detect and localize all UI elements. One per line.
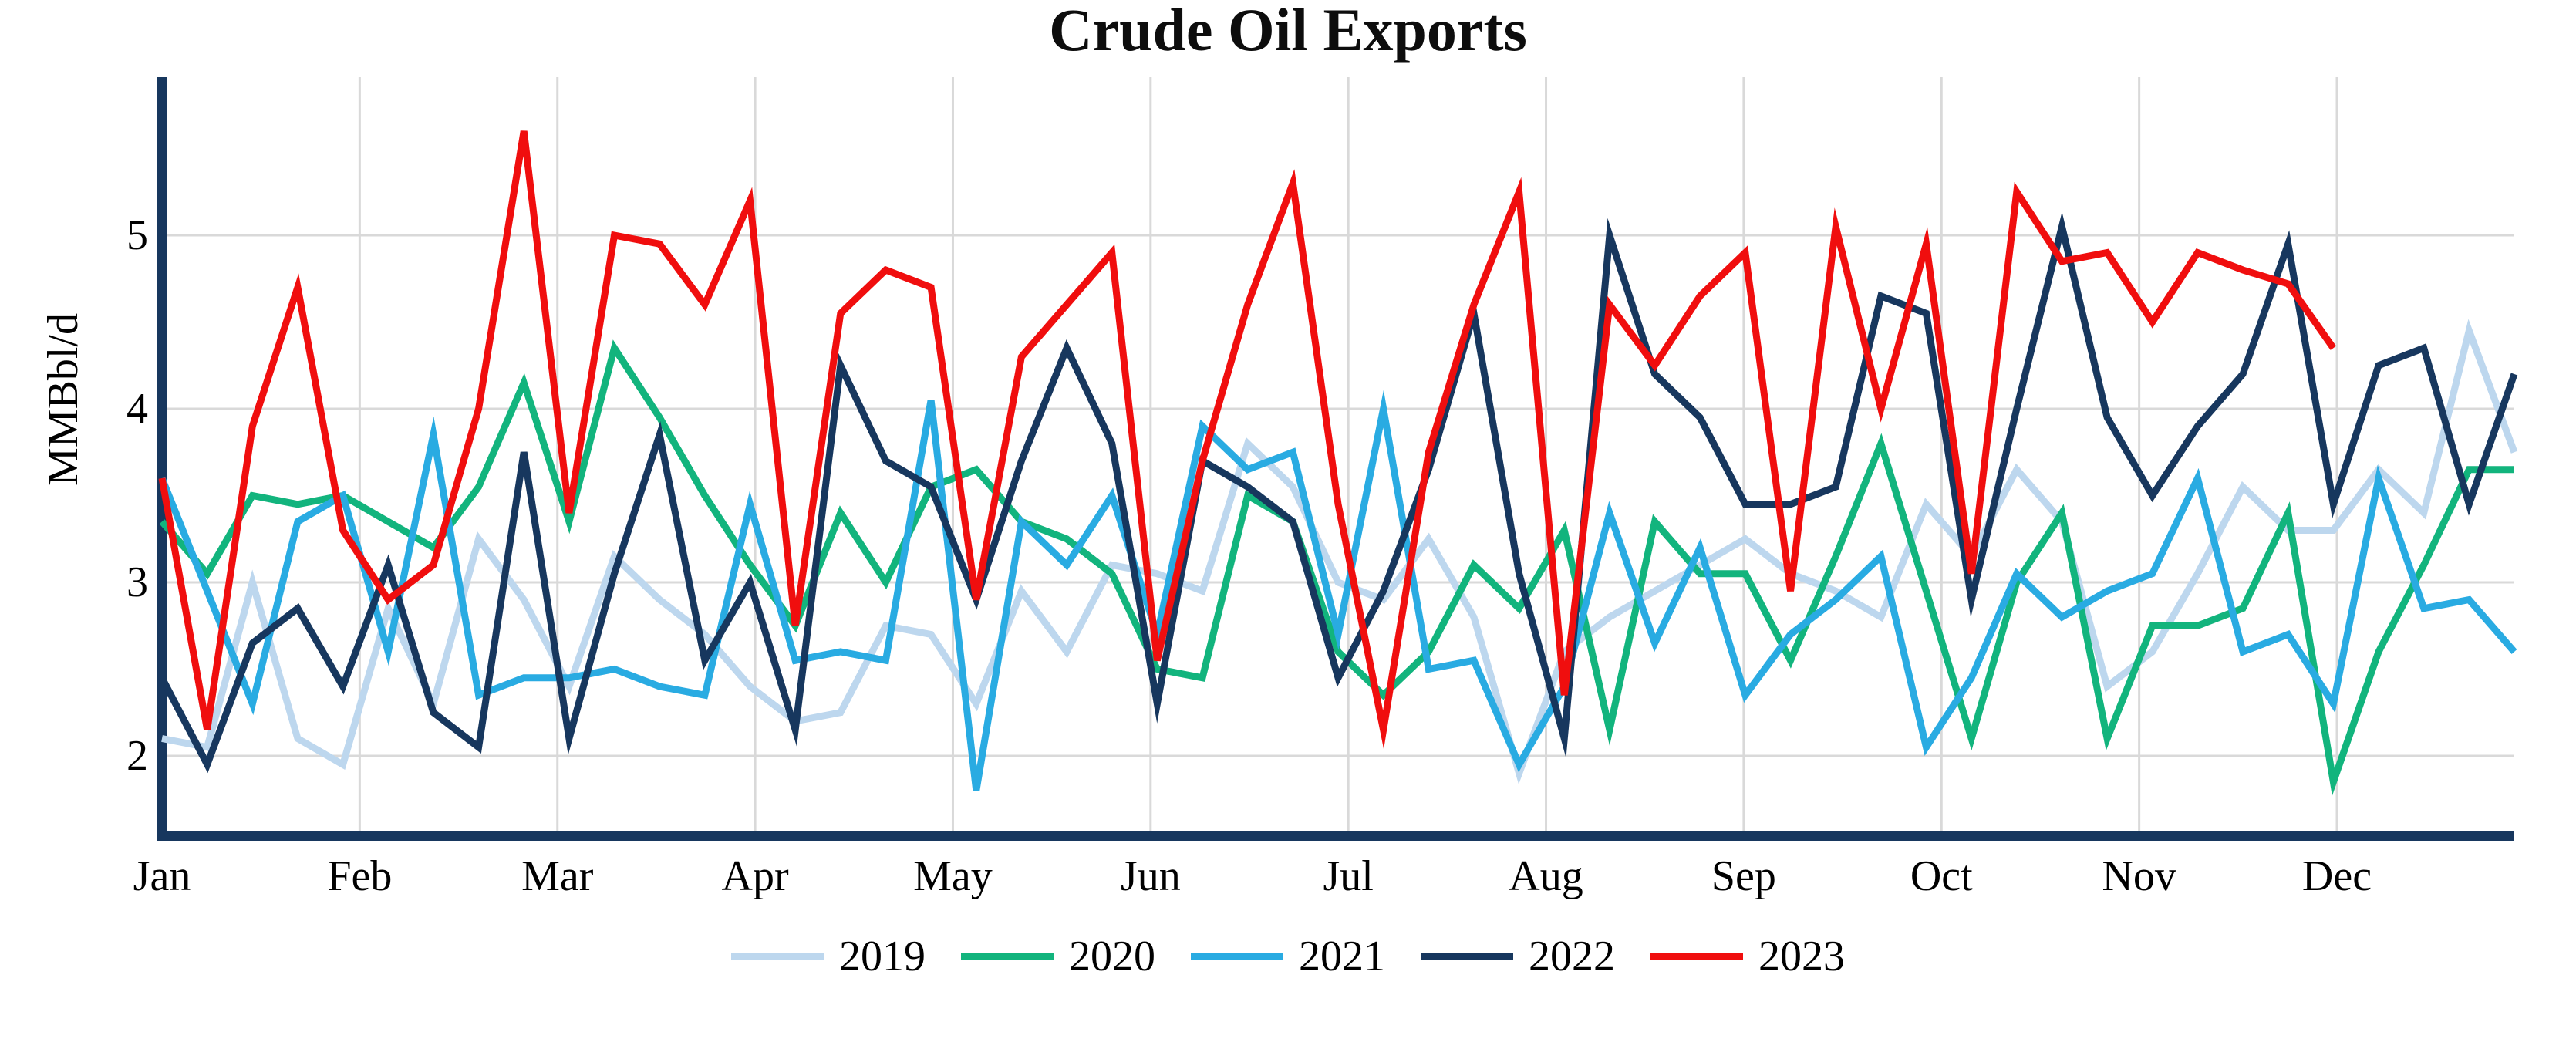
x-tick-label-Jun: Jun <box>1120 852 1181 900</box>
y-tick-label-2: 2 <box>126 732 148 780</box>
y-tick-label-3: 3 <box>126 558 148 606</box>
legend-swatch-icon <box>1650 953 1743 960</box>
x-tick-label-May: May <box>913 852 993 900</box>
legend: 2019 2020 2021 2022 2023 <box>0 932 2576 981</box>
series-line-2023 <box>158 130 2337 750</box>
chart-title: Crude Oil Exports <box>1049 0 1527 63</box>
x-tick-label-Mar: Mar <box>521 852 594 900</box>
y-tick-label-5: 5 <box>126 211 148 259</box>
legend-label: 2019 <box>839 933 926 980</box>
x-tick-label-Oct: Oct <box>1910 852 1973 900</box>
series-line-2020 <box>159 339 2514 796</box>
legend-item-2023: 2023 <box>1650 932 1845 981</box>
x-tick-label-Sep: Sep <box>1711 852 1776 900</box>
series-line-2021 <box>158 390 2517 791</box>
legend-label: 2020 <box>1069 933 1155 980</box>
y-tick-label-4: 4 <box>126 385 148 433</box>
legend-label: 2022 <box>1529 933 1615 980</box>
x-tick-label-Feb: Feb <box>327 852 393 900</box>
legend-swatch-icon <box>961 953 1054 960</box>
x-tick-label-Aug: Aug <box>1509 852 1583 900</box>
legend-item-2019: 2019 <box>731 932 926 981</box>
legend-item-2021: 2021 <box>1191 932 1385 981</box>
x-tick-label-Jul: Jul <box>1323 852 1374 900</box>
x-tick-label-Dec: Dec <box>2301 852 2372 900</box>
x-tick-label-Jan: Jan <box>133 852 191 900</box>
x-tick-label-Apr: Apr <box>721 852 789 900</box>
legend-item-2020: 2020 <box>961 932 1155 981</box>
legend-item-2022: 2022 <box>1421 932 1615 981</box>
legend-swatch-icon <box>731 953 824 960</box>
legend-swatch-icon <box>1191 953 1283 960</box>
x-tick-label-Nov: Nov <box>2102 852 2176 900</box>
legend-label: 2021 <box>1299 933 1385 980</box>
series-line-2022 <box>159 211 2518 774</box>
legend-swatch-icon <box>1421 953 1513 960</box>
legend-label: 2023 <box>1758 933 1845 980</box>
